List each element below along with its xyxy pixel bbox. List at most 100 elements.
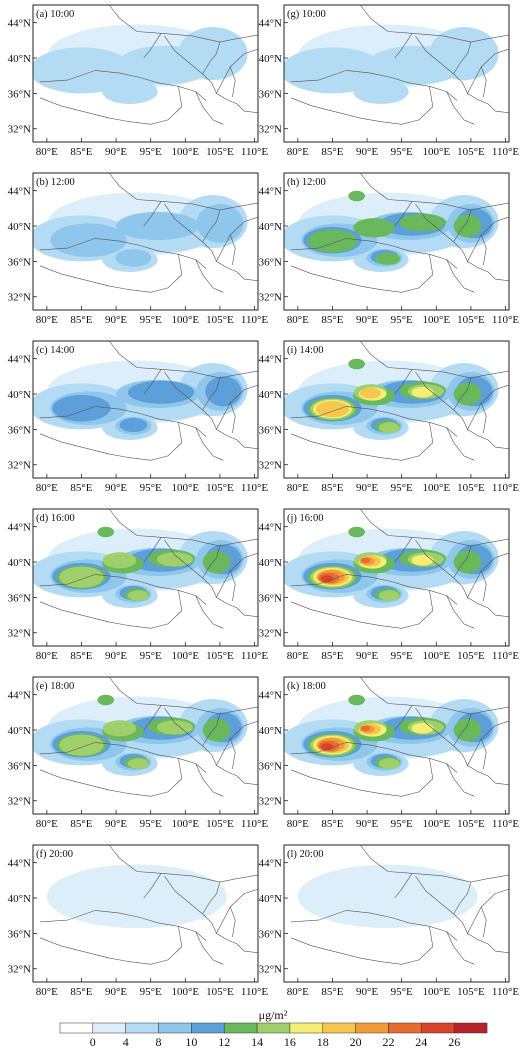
x-tick-label: 90°E bbox=[356, 650, 378, 662]
x-tick-label: 105°E bbox=[457, 986, 485, 998]
border-line bbox=[39, 86, 183, 125]
concentration-contour bbox=[348, 694, 365, 706]
colorbar-tick-label: 24 bbox=[415, 1035, 427, 1049]
border-line bbox=[244, 446, 258, 450]
border-line bbox=[359, 677, 509, 715]
border-line bbox=[446, 259, 475, 293]
panel-label: (g) 10:00 bbox=[287, 9, 326, 20]
x-tick-label: 95°E bbox=[391, 482, 413, 494]
y-tick-label: 44°N bbox=[8, 186, 31, 198]
concentration-contour bbox=[429, 27, 499, 81]
map-panel: (f) 20:00 80°E 85°E 90°E 95°E 100°E 105°E 110°E… bbox=[8, 844, 268, 998]
colorbar-swatch bbox=[388, 1022, 422, 1034]
x-tick-label: 105°E bbox=[206, 482, 234, 494]
colorbar-swatch bbox=[453, 1022, 488, 1034]
border-line bbox=[39, 574, 207, 605]
concentration-contour bbox=[156, 552, 193, 567]
y-tick-label: 44°N bbox=[259, 858, 282, 870]
map-panel: (c) 14:00 80°E 85°E 90°E 95°E 100°E 105°E 110°E… bbox=[8, 340, 268, 494]
x-tick-label: 100°E bbox=[171, 986, 199, 998]
border-line bbox=[39, 590, 183, 629]
y-tick-label: 32°N bbox=[259, 124, 282, 136]
border-line bbox=[202, 714, 221, 747]
border-line bbox=[394, 705, 413, 731]
border-line bbox=[39, 758, 183, 797]
border-line bbox=[164, 875, 245, 952]
border-line bbox=[290, 926, 434, 965]
x-tick-label: 90°E bbox=[356, 986, 378, 998]
border-line bbox=[290, 742, 458, 773]
x-tick-label: 80°E bbox=[287, 818, 309, 830]
x-tick-label: 110°E bbox=[241, 818, 268, 830]
border-line bbox=[481, 384, 509, 404]
y-tick-label: 36°N bbox=[8, 256, 31, 268]
x-tick-label: 110°E bbox=[492, 146, 519, 158]
border-line bbox=[195, 91, 224, 125]
border-line bbox=[467, 570, 487, 601]
panel-outline bbox=[283, 508, 510, 647]
colorbar-swatch bbox=[158, 1022, 192, 1034]
border-line bbox=[244, 614, 258, 618]
border-line bbox=[164, 371, 245, 448]
panel-label: (h) 12:00 bbox=[287, 177, 326, 188]
y-tick-label: 32°N bbox=[259, 460, 282, 472]
border-line bbox=[195, 259, 224, 293]
y-tick-label: 44°N bbox=[259, 354, 282, 366]
x-tick-label: 95°E bbox=[140, 650, 162, 662]
concentration-contour bbox=[411, 723, 434, 734]
border-line bbox=[481, 48, 509, 68]
y-tick-label: 40°N bbox=[259, 389, 282, 401]
province-borders bbox=[39, 341, 258, 461]
x-tick-label: 95°E bbox=[140, 818, 162, 830]
border-line bbox=[195, 427, 224, 461]
border-line bbox=[453, 378, 472, 411]
x-tick-label: 85°E bbox=[70, 146, 92, 158]
x-tick-label: 105°E bbox=[206, 986, 234, 998]
y-tick-label: 36°N bbox=[259, 928, 282, 940]
panel-outline bbox=[283, 172, 510, 311]
x-tick-label: 100°E bbox=[422, 986, 450, 998]
border-line bbox=[143, 705, 162, 731]
map-panel: (j) 16:00 80°E 85°E 90°E 95°E 100°E 105°E 110°E… bbox=[259, 508, 519, 662]
border-line bbox=[359, 341, 509, 379]
concentration-contour bbox=[453, 718, 482, 742]
colorbar: μg/m² 0 4 8 10 12 14 16 18 20 22 24 26 bbox=[59, 1008, 488, 1049]
x-tick-label: 85°E bbox=[321, 482, 343, 494]
border-line bbox=[195, 763, 224, 797]
x-tick-label: 100°E bbox=[422, 146, 450, 158]
x-tick-label: 110°E bbox=[241, 986, 268, 998]
border-line bbox=[394, 201, 413, 227]
panel-outline bbox=[32, 844, 259, 983]
y-tick-label: 36°N bbox=[8, 928, 31, 940]
panel-label: (e) 18:00 bbox=[36, 681, 74, 692]
map-panel: (k) 18:00 80°E 85°E 90°E 95°E 100°E 105°E 110°E… bbox=[259, 676, 519, 830]
border-line bbox=[467, 738, 487, 769]
border-line bbox=[202, 378, 221, 411]
x-tick-label: 80°E bbox=[287, 650, 309, 662]
panel-label: (f) 20:00 bbox=[36, 849, 73, 860]
y-tick-label: 44°N bbox=[259, 18, 282, 30]
border-line bbox=[453, 42, 472, 75]
x-tick-label: 105°E bbox=[457, 650, 485, 662]
concentration-contour bbox=[297, 864, 478, 929]
x-tick-label: 95°E bbox=[140, 146, 162, 158]
panel-outline bbox=[283, 844, 510, 983]
border-line bbox=[290, 254, 434, 293]
colorbar-swatch bbox=[59, 1022, 94, 1034]
x-tick-label: 110°E bbox=[492, 650, 519, 662]
border-line bbox=[202, 882, 221, 915]
concentration-contour bbox=[320, 743, 334, 751]
concentration-contour bbox=[353, 79, 409, 104]
y-tick-label: 36°N bbox=[259, 256, 282, 268]
y-tick-label: 44°N bbox=[259, 186, 282, 198]
concentration-contour bbox=[453, 550, 482, 574]
concentration-contour bbox=[378, 758, 400, 769]
panel-label: (k) 18:00 bbox=[287, 681, 326, 692]
border-line bbox=[467, 906, 487, 937]
concentration-contour bbox=[348, 190, 365, 202]
concentration-contour bbox=[102, 552, 137, 569]
concentration-contour bbox=[360, 725, 371, 731]
colorbar-unit: μg/m² bbox=[259, 1008, 288, 1022]
map-panel: (h) 12:00 80°E 85°E 90°E 95°E 100°E 105°E 110°E… bbox=[259, 172, 519, 326]
